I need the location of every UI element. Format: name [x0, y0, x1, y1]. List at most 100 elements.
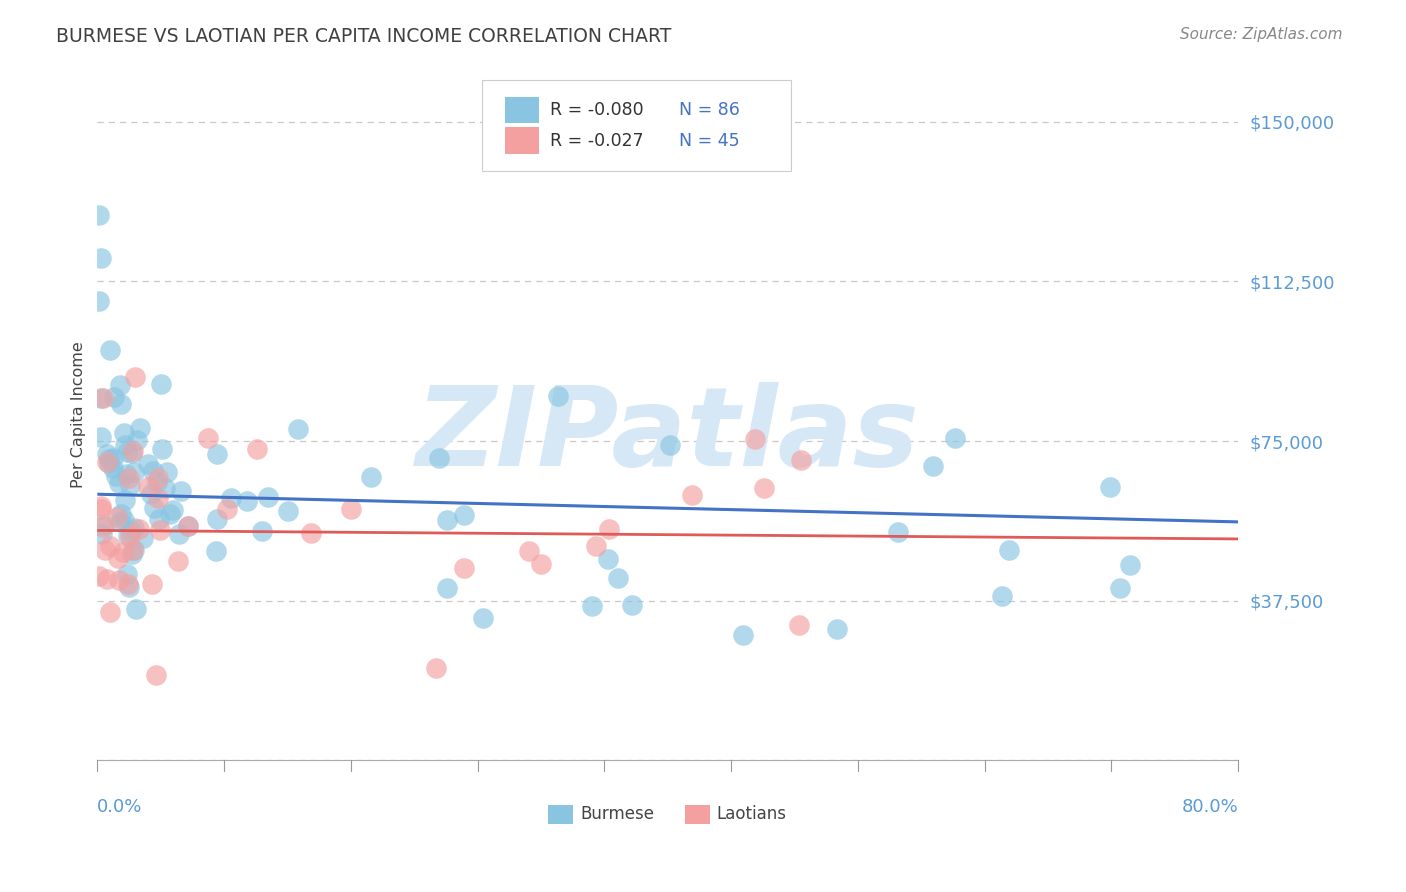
Point [100, 343, 122, 358]
Point [94, 542, 117, 557]
Point [620, 599, 643, 613]
Point [453, 508, 475, 523]
Point [114, 438, 136, 452]
Point [110, 397, 132, 411]
Point [136, 457, 159, 471]
Point [150, 442, 173, 456]
Point [887, 524, 910, 539]
Point [121, 547, 143, 561]
Point [110, 507, 132, 521]
Point [124, 543, 146, 558]
Point [103, 451, 125, 466]
Point [598, 522, 620, 536]
Point [108, 476, 131, 491]
Point [215, 501, 238, 516]
Point [148, 512, 170, 526]
Point [141, 464, 163, 478]
Point [205, 512, 228, 526]
Point [87, 569, 110, 583]
Point [124, 370, 146, 384]
Point [110, 515, 132, 529]
Point [596, 552, 619, 566]
Point [96, 572, 118, 586]
Point [658, 438, 681, 452]
Text: ZIPatlas: ZIPatlas [416, 382, 920, 489]
Point [787, 617, 810, 632]
Point [98, 452, 121, 467]
Point [125, 433, 148, 447]
Point [197, 431, 219, 445]
Point [124, 465, 146, 479]
Point [118, 471, 141, 485]
Point [122, 543, 145, 558]
Point [339, 502, 361, 516]
Point [108, 378, 131, 392]
Point [91, 520, 114, 534]
Point [207, 447, 229, 461]
Point [118, 478, 141, 492]
Point [112, 513, 135, 527]
Point [121, 446, 143, 460]
Point [436, 513, 458, 527]
Point [87, 208, 110, 222]
Point [167, 553, 190, 567]
Point [97, 457, 120, 471]
Point [219, 491, 242, 506]
Point [111, 544, 134, 558]
Point [91, 526, 114, 541]
Bar [685, 805, 710, 824]
Point [91, 392, 114, 406]
Point [138, 480, 160, 494]
Point [105, 510, 128, 524]
Text: Laotians: Laotians [717, 805, 787, 822]
Point [547, 389, 569, 403]
Point [167, 527, 190, 541]
Point [90, 430, 112, 444]
Point [156, 465, 179, 479]
Point [145, 668, 167, 682]
Point [425, 661, 447, 675]
Point [991, 589, 1014, 603]
Point [96, 447, 118, 461]
Point [1109, 581, 1132, 595]
Point [257, 491, 280, 505]
Point [93, 517, 115, 532]
Text: R = -0.080: R = -0.080 [550, 101, 644, 119]
Text: BURMESE VS LAOTIAN PER CAPITA INCOME CORRELATION CHART: BURMESE VS LAOTIAN PER CAPITA INCOME COR… [56, 27, 672, 45]
Point [146, 475, 169, 490]
Point [252, 524, 274, 538]
Point [117, 529, 139, 543]
Text: R = -0.027: R = -0.027 [550, 132, 644, 150]
Point [170, 483, 193, 498]
Point [681, 488, 703, 502]
Point [118, 580, 141, 594]
Point [87, 293, 110, 308]
Point [427, 450, 450, 465]
Point [752, 481, 775, 495]
Point [744, 432, 766, 446]
FancyBboxPatch shape [482, 80, 792, 171]
Point [162, 502, 184, 516]
Point [1119, 558, 1142, 572]
Point [115, 467, 138, 481]
Point [360, 470, 382, 484]
Text: N = 45: N = 45 [679, 132, 740, 150]
Point [117, 566, 139, 581]
Point [100, 605, 122, 619]
Point [236, 494, 259, 508]
Point [148, 471, 170, 485]
Point [606, 572, 628, 586]
Point [204, 544, 226, 558]
Point [177, 518, 200, 533]
Point [128, 421, 150, 435]
Text: 80.0%: 80.0% [1181, 798, 1239, 816]
Point [436, 581, 458, 595]
Point [472, 611, 495, 625]
Text: 0.0%: 0.0% [97, 798, 143, 816]
Point [90, 499, 112, 513]
Point [159, 508, 181, 522]
Point [90, 502, 112, 516]
Point [790, 453, 813, 467]
Point [112, 426, 135, 441]
Bar [548, 805, 574, 824]
